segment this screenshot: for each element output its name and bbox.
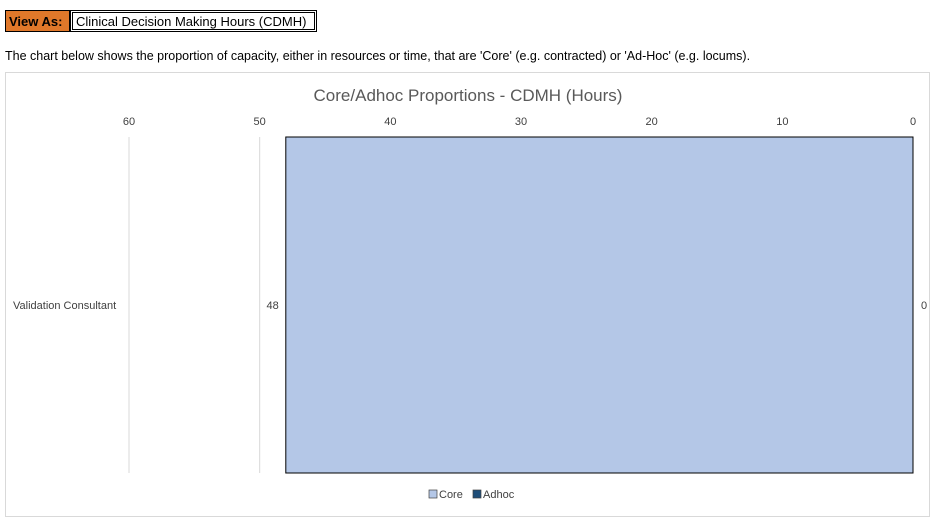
- bar-core: [285, 136, 914, 474]
- data-label-adhoc: 0: [921, 300, 927, 312]
- tick-label: 0: [910, 116, 916, 128]
- legend: Core Adhoc: [428, 489, 515, 501]
- tick-label: 30: [515, 116, 527, 128]
- data-labels: 48 0: [267, 300, 928, 312]
- bars: [285, 136, 914, 474]
- view-as-selector[interactable]: View As: Clinical Decision Making Hours …: [5, 10, 317, 32]
- tick-label: 60: [123, 116, 135, 128]
- legend-swatch-core: [428, 489, 438, 499]
- category-labels: Validation Consultant: [13, 300, 116, 312]
- tick-label: 20: [646, 116, 658, 128]
- axis-ticks: 60 50 40 30 20 10 0: [123, 116, 916, 128]
- legend-label-core: Core: [439, 489, 463, 501]
- tick-label: 50: [254, 116, 266, 128]
- chart-title: Core/Adhoc Proportions - CDMH (Hours): [314, 86, 623, 105]
- chart-area: Core/Adhoc Proportions - CDMH (Hours) 60…: [5, 72, 930, 517]
- view-as-value[interactable]: Clinical Decision Making Hours (CDMH): [72, 12, 315, 30]
- legend-label-adhoc: Adhoc: [483, 489, 515, 501]
- legend-swatch-adhoc: [472, 489, 482, 499]
- chart-svg: Core/Adhoc Proportions - CDMH (Hours) 60…: [13, 86, 928, 501]
- tick-label: 40: [384, 116, 396, 128]
- data-label-core: 48: [267, 300, 279, 312]
- view-as-label: View As:: [6, 11, 71, 31]
- chart-description: The chart below shows the proportion of …: [5, 49, 751, 63]
- tick-label: 10: [776, 116, 788, 128]
- category-label: Validation Consultant: [13, 300, 116, 312]
